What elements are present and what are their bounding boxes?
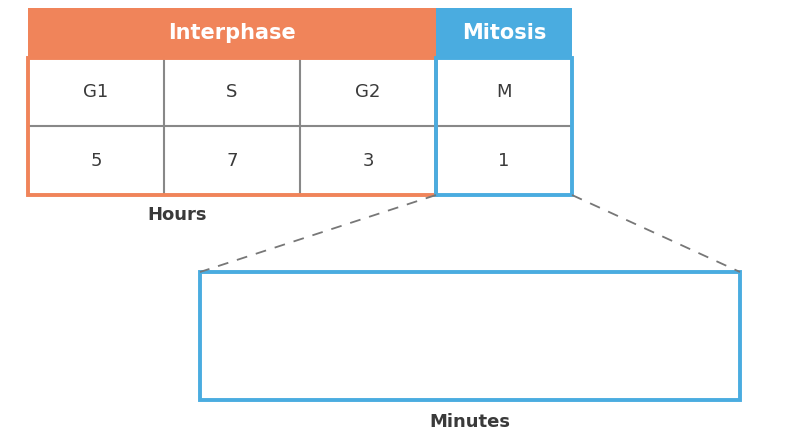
Text: S: S xyxy=(226,83,238,101)
Text: Mitosis: Mitosis xyxy=(462,23,546,43)
Bar xyxy=(200,272,740,400)
Bar xyxy=(28,58,436,195)
Text: Hours: Hours xyxy=(148,206,207,224)
Text: Met: Met xyxy=(383,295,422,313)
Text: 36: 36 xyxy=(256,359,279,377)
Text: 3: 3 xyxy=(363,152,374,170)
Text: 3: 3 xyxy=(532,359,544,377)
Text: 5: 5 xyxy=(90,152,102,170)
Text: M: M xyxy=(496,83,512,101)
Text: Tel: Tel xyxy=(658,295,687,313)
Text: 1: 1 xyxy=(498,152,510,170)
Text: Ana: Ana xyxy=(518,295,557,313)
Text: G2: G2 xyxy=(356,83,381,101)
Text: 7: 7 xyxy=(226,152,238,170)
Bar xyxy=(436,8,572,58)
Text: 3: 3 xyxy=(397,359,408,377)
Bar xyxy=(28,8,436,58)
Bar xyxy=(28,58,572,195)
Text: G1: G1 xyxy=(84,83,109,101)
Text: Minutes: Minutes xyxy=(430,413,510,431)
Text: Interphase: Interphase xyxy=(168,23,296,43)
Text: Pro: Pro xyxy=(250,295,284,313)
Text: 18: 18 xyxy=(661,359,684,377)
Bar xyxy=(436,58,572,195)
